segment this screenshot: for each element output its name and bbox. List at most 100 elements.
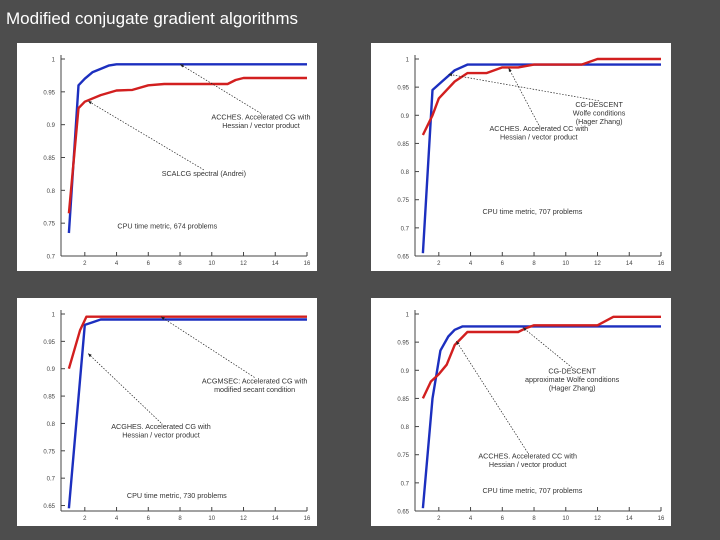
- y-tick-label: 0.65: [397, 255, 409, 261]
- annotation-line: approximate Wolfe conditions: [525, 375, 620, 384]
- y-tick-label: 0.65: [43, 504, 55, 510]
- y-tick-label: 0.75: [43, 449, 55, 455]
- annotation-text: ACCHES. Accelerated CC with Hessian / vec…: [489, 124, 588, 142]
- annotation-line: Hessian / vector product: [500, 133, 578, 142]
- annotation-line: ACCHES. Accelerated CG with: [211, 112, 310, 121]
- y-tick-label: 0.95: [43, 340, 55, 346]
- annotation-arrowhead: [88, 101, 92, 105]
- annotation-arrow: [522, 327, 573, 368]
- annotation-arrow: [508, 67, 540, 126]
- x-tick-label: 6: [147, 261, 151, 267]
- annotation-text: CPU time metric, 674 problems: [117, 221, 217, 230]
- y-tick-label: 1: [406, 313, 410, 319]
- series-line-1: [421, 325, 661, 509]
- x-tick-label: 2: [437, 516, 441, 522]
- annotation-arrow: [179, 63, 262, 114]
- y-tick-label: 0.95: [397, 86, 409, 92]
- annotation-line: CPU time metric, 707 problems: [483, 486, 583, 495]
- annotation-line: CG-DESCENT: [575, 100, 623, 109]
- x-tick-label: 4: [115, 261, 119, 267]
- x-tick-label: 14: [272, 516, 279, 522]
- x-tick-label: 8: [178, 261, 182, 267]
- chart-panel-top-left: 1 0.95 0.9 0.85 0.8 0.75 0.7 2 4 6 8 10 12 14 16 ACCHES…: [17, 43, 317, 271]
- annotation-line: Wolfe conditions: [573, 108, 626, 117]
- y-tick-label: 0.9: [47, 123, 56, 129]
- x-tick-label: 4: [115, 516, 119, 522]
- annotation-line: modified secant condition: [214, 385, 295, 394]
- chart-bottom-left: 1 0.95 0.9 0.85 0.8 0.75 0.7 0.65 2 4 6 8 10 12 14 16 AC…: [43, 310, 311, 522]
- x-tick-label: 14: [272, 261, 279, 267]
- x-tick-label: 2: [437, 261, 441, 267]
- y-tick-label: 1: [52, 58, 56, 64]
- annotation-line: (Hager Zhang): [549, 384, 596, 393]
- y-tick-label: 0.9: [401, 369, 410, 375]
- annotation-line: Hessian / vector product: [222, 121, 300, 130]
- x-tick-label: 2: [83, 261, 87, 267]
- y-tick-label: 0.7: [401, 481, 410, 487]
- y-tick-label: 0.65: [397, 510, 409, 516]
- annotation-text: ACGHES. Accelerated CG with Hessian / vec…: [111, 422, 210, 440]
- annotation-arrowhead: [522, 327, 527, 331]
- x-tick-label: 8: [178, 516, 182, 522]
- chart-top-right: 1 0.95 0.9 0.85 0.8 0.75 0.7 0.65 2 4 6 8 10 12 14 16 CG…: [397, 55, 665, 267]
- annotation-text: CPU time metric, 707 problems: [483, 486, 583, 495]
- y-tick-label: 0.75: [43, 222, 55, 228]
- x-tick-label: 14: [626, 516, 633, 522]
- annotation-text: CPU time metric, 730 problems: [127, 491, 227, 500]
- annotation-text: SCALCG spectral (Andrei): [162, 169, 246, 178]
- annotation-text: ACCHES. Accelerated CG with Hessian / vec…: [211, 112, 310, 130]
- annotation-arrowhead: [456, 341, 460, 345]
- chart-top-left: 1 0.95 0.9 0.85 0.8 0.75 0.7 2 4 6 8 10 12 14 16 ACCHES…: [43, 55, 311, 267]
- annotation-line: (Hager Zhang): [576, 117, 623, 126]
- x-tick-label: 12: [240, 516, 247, 522]
- x-tick-label: 12: [594, 516, 601, 522]
- annotation-arrowhead: [508, 68, 512, 72]
- annotation-arrowhead: [180, 64, 184, 68]
- annotation-line: CPU time metric, 707 problems: [483, 207, 583, 216]
- y-tick-label: 0.95: [43, 90, 55, 96]
- annotation-line: ACGHES. Accelerated CG with: [111, 422, 210, 431]
- annotation-text: CPU time metric, 707 problems: [483, 207, 583, 216]
- annotation-line: Hessian / vector product: [489, 460, 567, 469]
- x-tick-label: 8: [532, 261, 536, 267]
- y-tick-label: 0.8: [47, 422, 56, 428]
- annotation-arrowhead: [161, 316, 165, 320]
- x-tick-label: 4: [469, 261, 473, 267]
- x-tick-label: 6: [147, 516, 151, 522]
- annotation-line: CG-DESCENT: [548, 367, 596, 376]
- y-tick-label: 0.7: [401, 226, 410, 232]
- y-tick-label: 0.8: [47, 189, 56, 195]
- annotation-arrow: [448, 73, 600, 102]
- annotation-line: ACGMSEC: Accelerated CG with: [202, 376, 307, 385]
- x-tick-label: 12: [240, 261, 247, 267]
- series-line-2: [421, 57, 661, 136]
- y-tick-label: 0.85: [397, 142, 409, 148]
- y-tick-label: 1: [406, 58, 410, 64]
- y-tick-label: 0.7: [47, 255, 56, 261]
- series-line-1: [67, 63, 307, 234]
- annotation-arrow: [160, 316, 255, 378]
- x-tick-label: 10: [208, 261, 215, 267]
- y-tick-label: 0.8: [401, 170, 410, 176]
- annotation-line: Hessian / vector product: [122, 430, 200, 439]
- y-tick-label: 0.85: [43, 156, 55, 162]
- x-tick-label: 4: [469, 516, 473, 522]
- annotation-arrow: [455, 340, 528, 453]
- y-tick-label: 0.75: [397, 198, 409, 204]
- chart-panel-bottom-right: 1 0.95 0.9 0.85 0.8 0.75 0.7 0.65 2 4 6 8 10 12 14 16 CG…: [371, 298, 671, 526]
- x-tick-label: 16: [304, 516, 311, 522]
- x-tick-label: 6: [501, 516, 505, 522]
- series-line-1: [67, 318, 307, 509]
- x-tick-label: 12: [594, 261, 601, 267]
- series-line-1: [421, 63, 661, 254]
- y-tick-label: 0.9: [47, 367, 56, 373]
- x-tick-label: 10: [562, 261, 569, 267]
- annotation-text: CG-DESCENT approximate Wolfe conditions (H…: [525, 367, 620, 393]
- annotation-line: CPU time metric, 730 problems: [127, 491, 227, 500]
- y-tick-label: 0.85: [43, 395, 55, 401]
- annotation-line: SCALCG spectral (Andrei): [162, 169, 246, 178]
- annotation-arrow: [87, 100, 205, 171]
- slide-title: Modified conjugate gradient algorithms: [6, 9, 299, 28]
- y-tick-label: 0.75: [397, 453, 409, 459]
- annotation-arrowhead: [88, 353, 92, 358]
